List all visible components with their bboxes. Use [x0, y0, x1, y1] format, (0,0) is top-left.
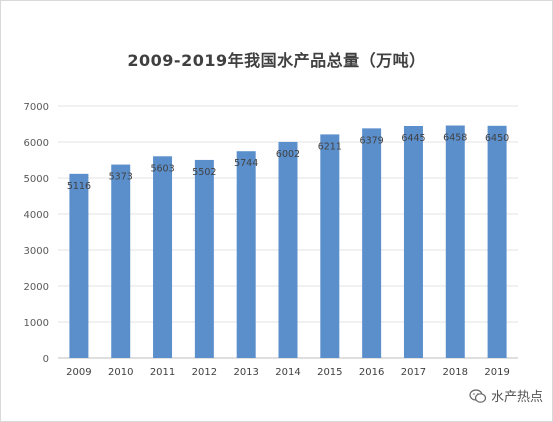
data-labels: 5116 5373 5603 5502 5744 6002 6211 6379 6445 6458… — [67, 133, 509, 192]
bar — [403, 125, 423, 358]
y-tick-label: 6000 — [24, 138, 49, 149]
x-tick-label: 2009 — [66, 367, 91, 378]
x-tick-label: 2015 — [317, 367, 342, 378]
data-label: 6450 — [485, 133, 509, 144]
bar — [487, 125, 507, 358]
chart-title: 2009-2019年我国水产品总量（万吨） — [127, 51, 426, 70]
y-axis-ticks: 0 1000 2000 3000 4000 5000 6000 7000 — [24, 102, 49, 365]
y-tick-label: 7000 — [24, 102, 49, 113]
x-tick-label: 2010 — [108, 367, 133, 378]
bar — [320, 134, 340, 358]
x-tick-label: 2017 — [401, 367, 426, 378]
y-tick-label: 5000 — [24, 174, 49, 185]
y-tick-label: 4000 — [24, 210, 49, 221]
data-label: 6458 — [443, 133, 467, 144]
bar — [445, 125, 465, 359]
x-axis-ticks: 2009 2010 2011 2012 2013 2014 2015 2016 2017 2018… — [66, 367, 510, 378]
x-tick-label: 2014 — [275, 367, 300, 378]
data-label: 6002 — [276, 149, 300, 160]
bar — [69, 173, 89, 358]
y-tick-label: 2000 — [24, 282, 49, 293]
data-label: 5373 — [109, 172, 133, 183]
x-tick-label: 2012 — [192, 367, 217, 378]
bars — [69, 125, 507, 359]
wechat-icon — [469, 388, 487, 403]
bar — [194, 159, 214, 358]
bar — [236, 151, 256, 358]
bar — [111, 164, 131, 358]
x-tick-label: 2013 — [233, 367, 258, 378]
x-tick-label: 2018 — [443, 367, 468, 378]
data-label: 6211 — [318, 141, 342, 152]
y-tick-label: 1000 — [24, 318, 49, 329]
data-label: 6445 — [401, 133, 425, 144]
data-label: 5502 — [192, 167, 216, 178]
x-tick-label: 2016 — [359, 367, 384, 378]
x-tick-label: 2019 — [484, 367, 509, 378]
x-tick-label: 2011 — [150, 367, 175, 378]
data-label: 6379 — [360, 135, 384, 146]
data-label: 5744 — [234, 158, 258, 169]
y-tick-label: 3000 — [24, 246, 49, 257]
watermark: 水产热点 — [469, 386, 543, 405]
watermark-text: 水产热点 — [490, 390, 543, 405]
y-tick-label: 0 — [43, 354, 49, 365]
bar — [153, 156, 173, 358]
data-label: 5116 — [67, 181, 91, 192]
bar — [362, 128, 382, 358]
data-label: 5603 — [150, 163, 174, 174]
bar — [278, 141, 298, 358]
